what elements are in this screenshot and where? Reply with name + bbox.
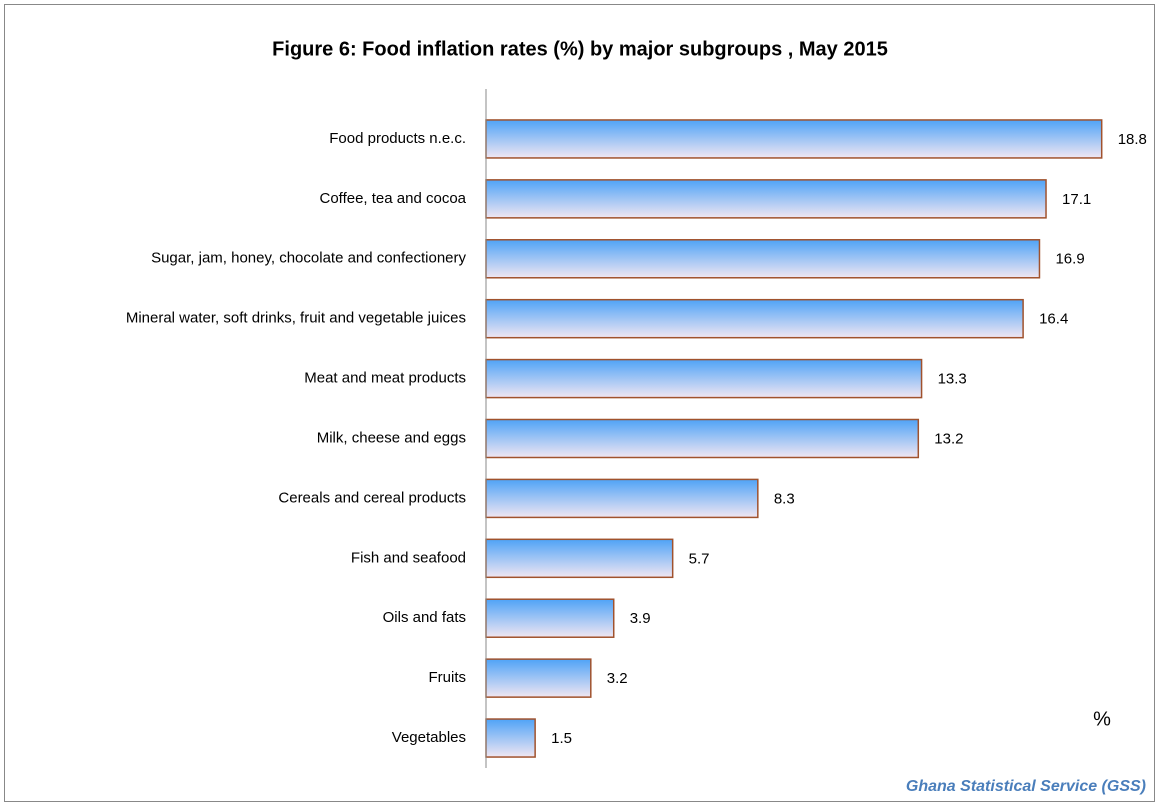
y-tick-label: Fish and seafood	[351, 549, 466, 566]
bar	[485, 298, 1024, 339]
y-tick-label: Milk, cheese and eggs	[317, 429, 466, 446]
bar	[485, 358, 923, 399]
y-tick-label: Food products n.e.c.	[329, 130, 466, 147]
bar	[485, 478, 759, 519]
bar	[485, 598, 615, 638]
bar	[485, 179, 1047, 219]
data-label: 1.5	[551, 730, 572, 747]
data-label: 18.8	[1118, 131, 1147, 148]
data-label: 3.2	[607, 670, 628, 687]
chart-title: Figure 6: Food inflation rates (%) by ma…	[272, 38, 888, 60]
data-label: 13.2	[934, 430, 963, 447]
bar	[485, 718, 536, 758]
bar	[485, 119, 1103, 159]
data-label: 13.3	[938, 371, 967, 388]
data-label: 17.1	[1062, 191, 1091, 208]
data-label: 5.7	[689, 550, 710, 567]
y-tick-label: Coffee, tea and cocoa	[320, 190, 467, 207]
y-tick-label: Vegetables	[392, 729, 466, 746]
bar	[485, 239, 1041, 279]
y-tick-label: Sugar, jam, honey, chocolate and confect…	[151, 250, 466, 267]
bar	[485, 538, 674, 579]
y-tick-label: Fruits	[429, 669, 467, 686]
data-label: 8.3	[774, 490, 795, 507]
y-tick-label: Oils and fats	[383, 609, 466, 626]
y-tick-label: Cereals and cereal products	[278, 489, 466, 506]
y-tick-label: Meat and meat products	[304, 370, 466, 387]
data-label: 16.4	[1039, 311, 1068, 328]
bar	[485, 658, 592, 698]
data-label: 3.9	[630, 610, 651, 627]
bar	[485, 418, 920, 459]
data-label: 16.9	[1055, 251, 1084, 268]
unit-annotation: %	[1093, 708, 1111, 730]
y-tick-label: Mineral water, soft drinks, fruit and ve…	[126, 310, 466, 327]
source-note: Ghana Statistical Service (GSS)	[906, 778, 1146, 795]
